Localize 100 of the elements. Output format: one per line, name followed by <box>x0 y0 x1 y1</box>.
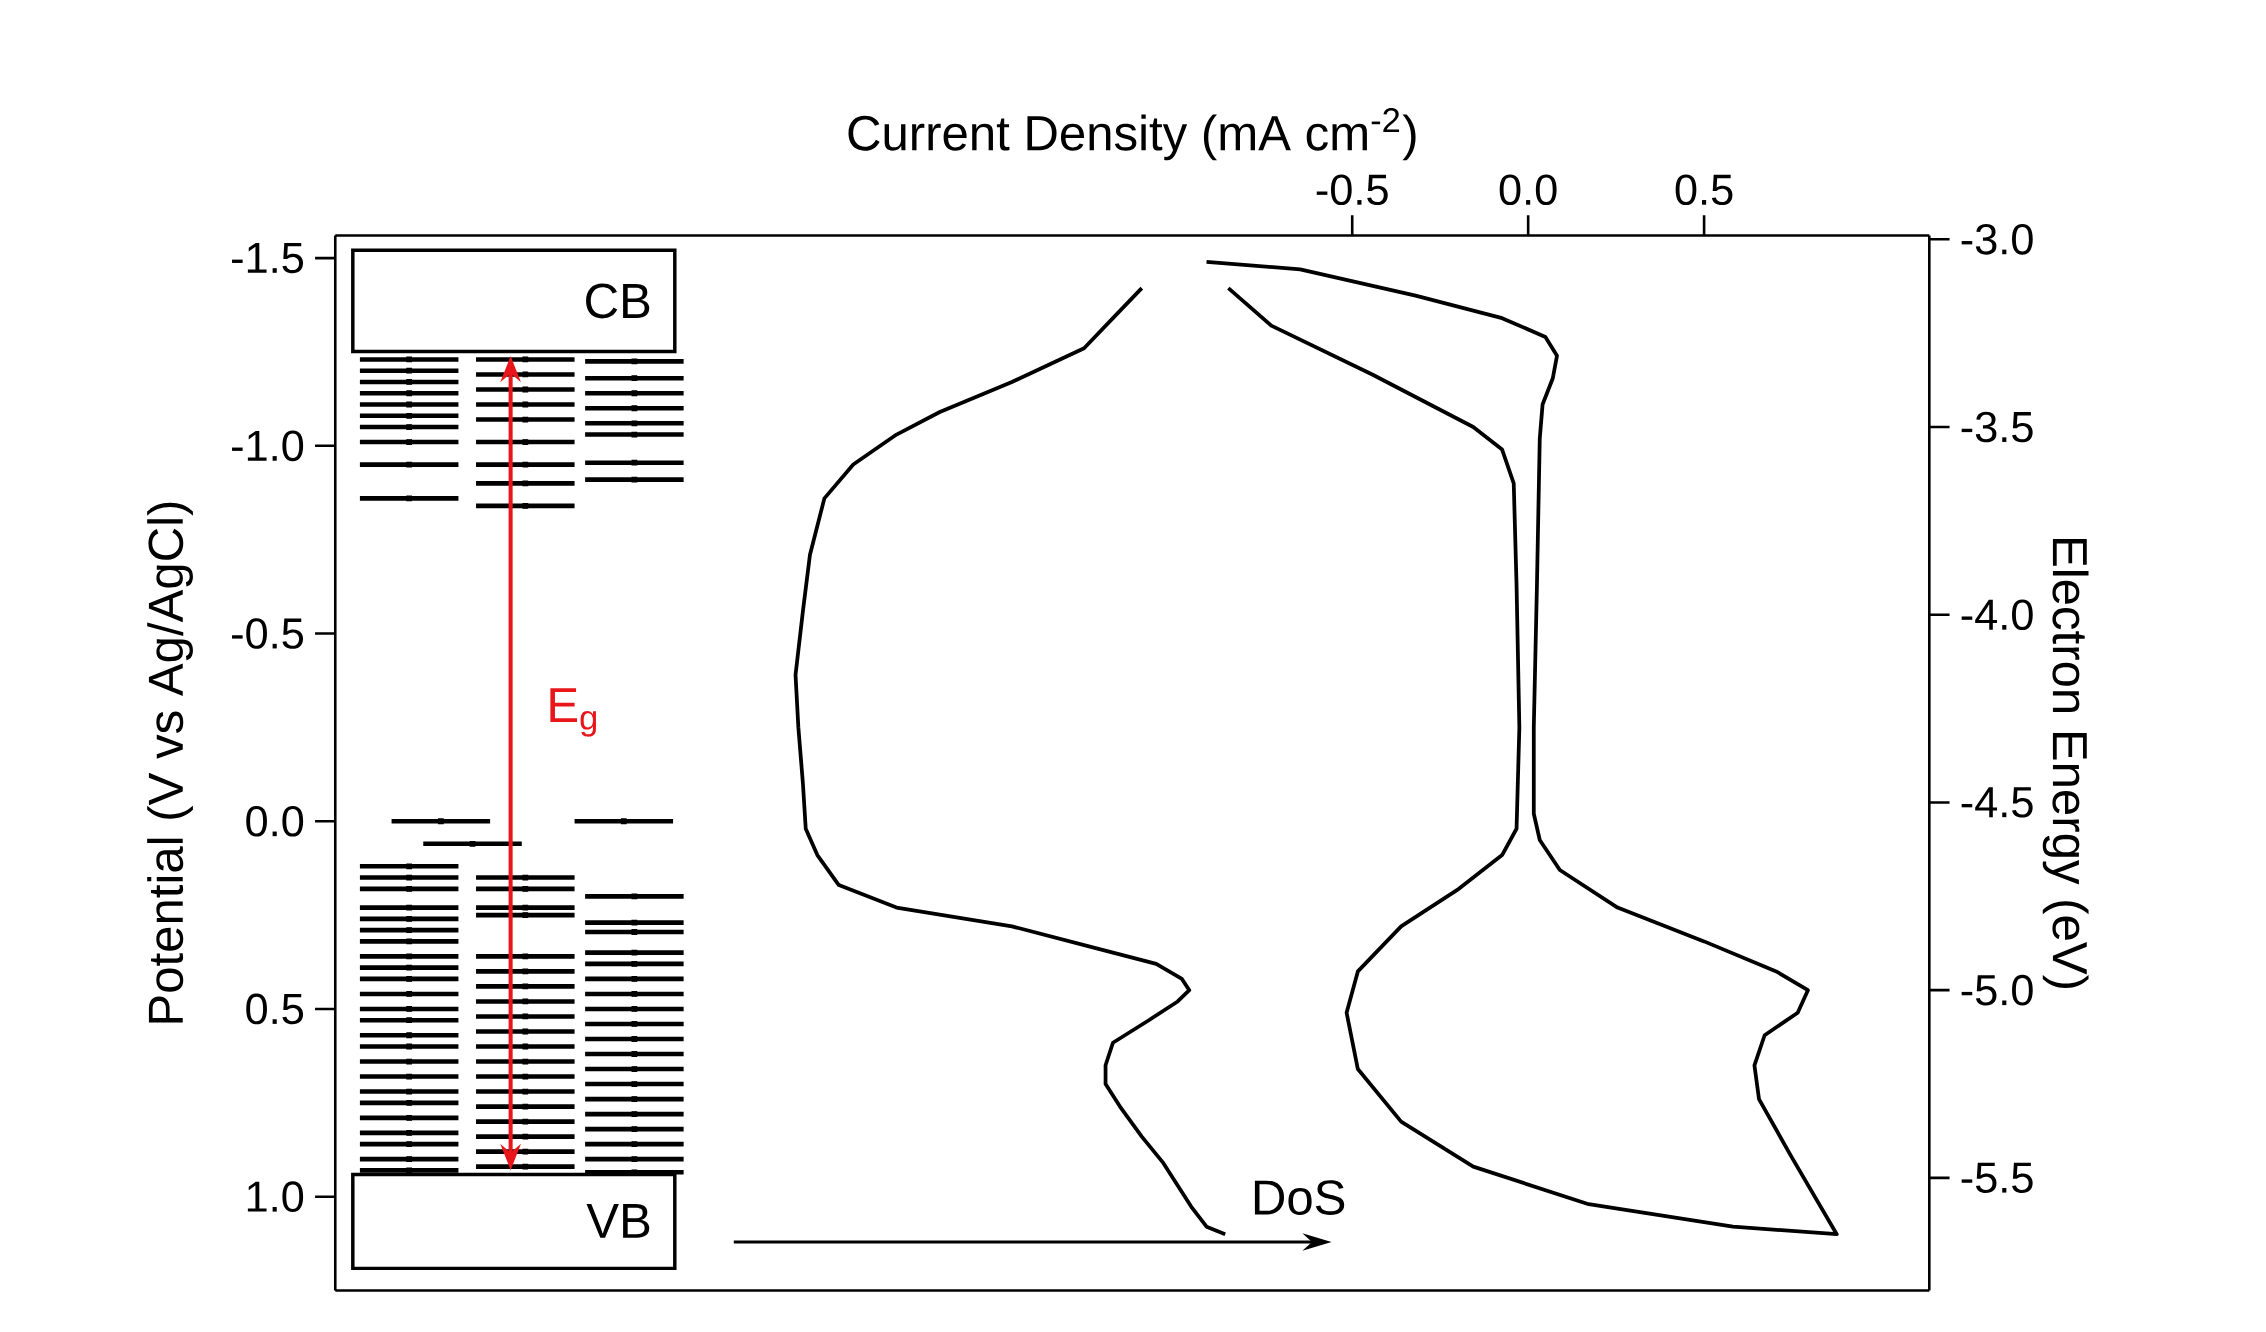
point <box>631 1065 638 1072</box>
point <box>631 1050 638 1057</box>
point <box>522 983 529 990</box>
point <box>522 356 529 363</box>
point <box>522 438 529 445</box>
point <box>406 874 413 881</box>
point <box>406 904 413 911</box>
point <box>406 461 413 468</box>
point <box>522 953 529 960</box>
point <box>437 818 444 824</box>
point <box>406 1017 413 1023</box>
point <box>406 356 413 363</box>
point <box>469 840 476 847</box>
point <box>522 1058 529 1065</box>
y-tick-label: -0.5 <box>232 617 304 649</box>
point <box>631 893 638 899</box>
point <box>406 438 413 445</box>
point <box>631 1110 638 1117</box>
annotation: E$_{g}$ <box>550 687 597 737</box>
point <box>620 818 627 824</box>
point <box>522 1073 529 1080</box>
point <box>406 1005 413 1012</box>
point <box>406 1129 413 1136</box>
point <box>406 953 413 960</box>
point <box>631 431 638 438</box>
y2-tick-label: -5.0 <box>1961 974 2033 1006</box>
point <box>631 1095 638 1102</box>
point <box>631 919 638 926</box>
point <box>522 1013 529 1020</box>
point <box>631 1005 638 1012</box>
point <box>522 998 529 1005</box>
y-tick-label: -1.5 <box>232 242 304 273</box>
point <box>522 502 529 509</box>
x-axis-title: Current Density (mA cm$^{-2}$) <box>848 107 1416 161</box>
line-series <box>793 286 1228 1236</box>
point <box>406 1114 413 1121</box>
point <box>406 1043 413 1050</box>
point <box>631 375 638 381</box>
annotation: CB <box>586 283 650 319</box>
point <box>406 401 413 408</box>
point <box>631 1156 638 1162</box>
point <box>406 1032 413 1038</box>
point <box>631 405 638 411</box>
y-axis-title: Potential (V vs Ag/AgCl) <box>147 502 193 1023</box>
point <box>522 480 529 487</box>
point <box>406 1141 413 1147</box>
point <box>406 964 413 971</box>
point <box>631 990 638 997</box>
point <box>522 1118 529 1125</box>
point <box>631 358 638 364</box>
point <box>406 990 413 997</box>
y-tick-label: 0.0 <box>246 805 304 837</box>
y-tick-label: -1.0 <box>232 430 304 461</box>
y-tick-label: 0.5 <box>246 993 304 1025</box>
point <box>522 416 529 423</box>
point <box>631 975 638 982</box>
point <box>406 927 413 933</box>
point <box>522 401 529 408</box>
point <box>522 1043 529 1050</box>
point <box>406 938 413 945</box>
point <box>522 885 529 892</box>
x-tick-label: 0.0 <box>1499 174 1557 205</box>
point <box>522 1163 529 1170</box>
point <box>406 1099 413 1106</box>
point <box>406 1156 413 1162</box>
y2-tick-label: -4.0 <box>1961 599 2033 630</box>
point <box>522 1028 529 1035</box>
annotation: VB <box>586 1203 650 1238</box>
point <box>522 1088 529 1095</box>
point <box>631 928 638 935</box>
point <box>406 863 413 869</box>
point <box>522 874 529 881</box>
point <box>631 1125 638 1132</box>
y2-tick-label: -3.0 <box>1961 223 2033 255</box>
y2-tick-label: -3.5 <box>1961 411 2033 443</box>
annotation: DoS <box>1254 1179 1345 1215</box>
point <box>406 367 413 374</box>
y2-tick-label: -5.5 <box>1961 1162 2033 1193</box>
point <box>406 975 413 982</box>
point <box>406 495 413 502</box>
point <box>406 1058 413 1065</box>
y2-tick-label: -4.5 <box>1961 787 2033 818</box>
point <box>406 423 413 430</box>
point <box>406 1088 413 1095</box>
point <box>631 459 638 466</box>
point <box>522 1148 529 1155</box>
y-tick-label: 1.0 <box>247 1181 304 1212</box>
point <box>631 1141 638 1147</box>
point <box>406 390 413 396</box>
point <box>522 968 529 975</box>
point <box>631 390 638 396</box>
point <box>631 476 638 483</box>
point <box>631 1080 638 1087</box>
point <box>631 960 638 967</box>
y2-axis-title: Electron Energy (eV) <box>2042 538 2089 988</box>
point <box>522 904 529 911</box>
point <box>406 1167 413 1174</box>
point <box>406 378 413 385</box>
point <box>522 386 529 393</box>
point <box>631 949 638 956</box>
